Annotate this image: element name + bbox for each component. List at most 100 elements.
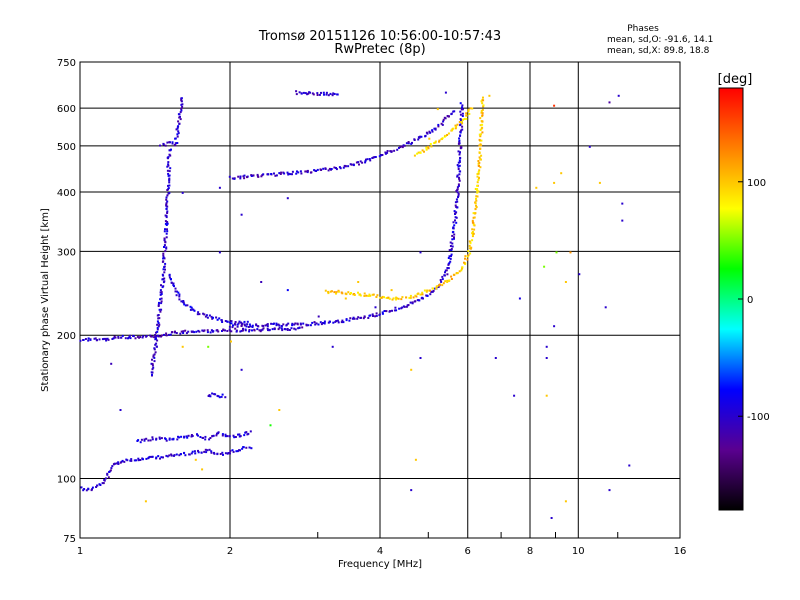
echo-point — [114, 336, 117, 339]
echo-point — [160, 291, 163, 294]
echo-point — [280, 327, 283, 330]
echo-point — [427, 147, 430, 150]
echo-point — [431, 130, 434, 133]
echo-point — [444, 91, 447, 94]
echo-point — [179, 332, 182, 335]
echo-point — [569, 251, 572, 254]
echo-point — [186, 304, 189, 307]
x-axis-label: Frequency [MHz] — [338, 559, 422, 570]
echo-point — [316, 94, 319, 96]
echo-point — [359, 160, 362, 163]
echo-point — [518, 297, 521, 300]
echo-point — [193, 331, 196, 334]
echo-point — [449, 257, 452, 260]
echo-point — [454, 212, 457, 215]
echo-point — [330, 290, 333, 293]
echo-point — [206, 329, 209, 332]
echo-point — [183, 436, 186, 439]
echo-point — [187, 330, 190, 333]
echo-point — [454, 124, 457, 127]
echo-point — [166, 141, 169, 144]
echo-point — [166, 212, 169, 214]
echo-point — [133, 459, 136, 462]
echo-point — [459, 110, 462, 113]
echo-point — [162, 285, 165, 288]
echo-point — [251, 326, 254, 328]
echo-point — [459, 156, 462, 159]
echo-point — [164, 240, 167, 243]
echo-point — [199, 436, 202, 438]
echo-point — [457, 142, 460, 145]
echo-point — [451, 242, 454, 245]
echo-point — [173, 285, 175, 288]
echo-point — [555, 251, 558, 254]
echo-point — [176, 133, 179, 136]
y-axis-label: Stationary phase Virtual Height [km] — [40, 208, 51, 392]
echo-point — [230, 322, 233, 325]
echo-point — [460, 108, 463, 111]
echo-point — [409, 296, 412, 299]
echo-point — [455, 125, 458, 128]
trace-f-cusp-x — [168, 273, 251, 326]
echo-point — [451, 129, 454, 132]
echo-point — [457, 194, 460, 197]
echo-point — [414, 300, 417, 303]
echo-point — [447, 267, 450, 270]
echo-point — [398, 146, 400, 149]
echo-point — [79, 339, 82, 342]
echo-point — [475, 204, 477, 207]
echo-point — [341, 319, 344, 322]
echo-point — [132, 335, 135, 338]
echo-point — [144, 500, 147, 503]
echo-point — [434, 140, 437, 143]
echo-point — [457, 196, 459, 199]
echo-point — [194, 458, 197, 461]
echo-point — [169, 167, 172, 170]
echo-point — [448, 249, 451, 252]
echo-point — [324, 289, 327, 292]
echo-point — [441, 278, 444, 281]
echo-point — [158, 436, 161, 439]
echo-point — [319, 321, 322, 324]
echo-point — [320, 323, 323, 326]
echo-point — [171, 141, 174, 144]
echo-point — [384, 151, 387, 154]
echo-point — [262, 173, 265, 176]
echo-point — [167, 156, 170, 159]
echo-point — [392, 297, 395, 300]
echo-point — [479, 147, 482, 150]
echo-point — [140, 438, 143, 441]
echo-point — [341, 292, 344, 295]
echo-point — [458, 173, 461, 176]
echo-point — [234, 327, 237, 330]
echo-point — [347, 291, 350, 294]
echo-point — [338, 166, 341, 169]
echo-point — [479, 124, 482, 127]
echo-point — [151, 364, 154, 367]
echo-point — [231, 326, 234, 329]
echo-point — [273, 322, 275, 325]
echo-point — [229, 450, 232, 453]
echo-point — [166, 189, 169, 191]
x-tick-label: 1 — [77, 546, 83, 557]
echo-point — [222, 328, 225, 331]
echo-point — [163, 277, 166, 280]
stats-line-o: mean, sd,O: -91.6, 14.1 — [607, 35, 713, 45]
echo-point — [134, 337, 137, 340]
echo-point — [608, 101, 611, 104]
echo-point — [228, 328, 231, 331]
echo-point — [479, 135, 482, 138]
echo-point — [95, 486, 98, 488]
echo-point — [337, 290, 340, 293]
echo-point — [180, 97, 183, 100]
echo-point — [151, 368, 154, 371]
echo-point — [342, 166, 345, 169]
echo-point — [452, 273, 455, 276]
echo-point — [294, 322, 297, 325]
echo-point — [447, 132, 450, 135]
echo-point — [257, 175, 260, 178]
echo-point — [152, 366, 155, 369]
echo-point — [183, 303, 186, 306]
echo-point — [479, 129, 482, 131]
echo-point — [167, 161, 170, 164]
